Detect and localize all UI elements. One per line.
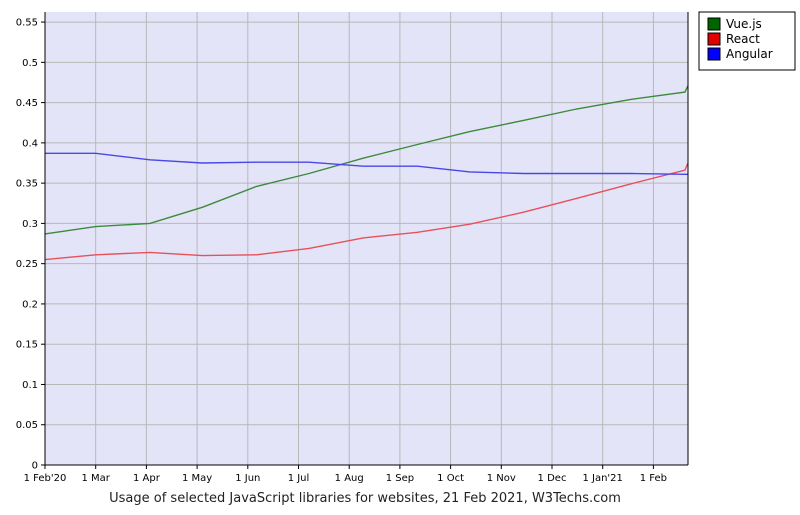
legend-swatch xyxy=(707,32,721,46)
x-tick-label: 1 Apr xyxy=(133,473,161,484)
y-tick-label: 0.3 xyxy=(22,219,38,230)
y-tick-label: 0.15 xyxy=(16,340,38,351)
y-tick-label: 0.5 xyxy=(22,58,38,69)
y-tick-label: 0.35 xyxy=(16,179,38,190)
y-tick-label: 0.2 xyxy=(22,299,38,310)
chart-caption: Usage of selected JavaScript libraries f… xyxy=(109,491,621,506)
legend-swatch xyxy=(707,47,721,61)
x-tick-label: 1 Aug xyxy=(335,473,364,484)
y-tick-label: 0.45 xyxy=(16,98,38,109)
legend-label: Vue.js xyxy=(726,17,762,31)
x-tick-label: 1 Mar xyxy=(81,473,110,484)
series-line-react xyxy=(44,162,689,261)
x-tick-label: 1 Oct xyxy=(437,473,464,484)
y-axis-ticks: 0 0.05 0.1 0.15 0.2 0.25 0.3 0.35 0.4 0.45 0.5 0.55 xyxy=(16,18,45,472)
x-tick-label: 1 Jan'21 xyxy=(582,473,622,484)
x-tick-label: 1 Jul xyxy=(288,473,310,484)
y-tick-label: 0.4 xyxy=(22,138,38,149)
y-tick-label: 0.55 xyxy=(16,18,38,29)
series-lines xyxy=(44,85,689,261)
y-tick-label: 0.05 xyxy=(16,420,38,431)
legend-label: React xyxy=(726,32,760,46)
axes xyxy=(44,12,689,466)
x-tick-label: 1 Feb'20 xyxy=(24,473,67,484)
series-line-vue-js xyxy=(44,85,689,235)
x-tick-label: 1 Jun xyxy=(235,473,260,484)
x-axis-ticks: 1 Feb'20 1 Mar 1 Apr 1 May 1 Jun 1 Jul 1 Aug 1 … xyxy=(24,465,667,484)
legend-label: Angular xyxy=(726,47,773,61)
y-tick-label: 0.1 xyxy=(22,380,38,391)
y-tick-label: 0.25 xyxy=(16,259,38,270)
x-tick-label: 1 Sep xyxy=(386,473,414,484)
x-tick-label: 1 Nov xyxy=(487,473,516,484)
plot-area xyxy=(45,12,688,465)
x-tick-label: 1 Dec xyxy=(538,473,567,484)
x-tick-label: 1 May xyxy=(182,473,212,484)
x-tick-label: 1 Feb xyxy=(640,473,667,484)
y-tick-label: 0 xyxy=(32,461,38,472)
legend-swatch xyxy=(707,17,721,31)
series-line-angular xyxy=(45,152,688,176)
